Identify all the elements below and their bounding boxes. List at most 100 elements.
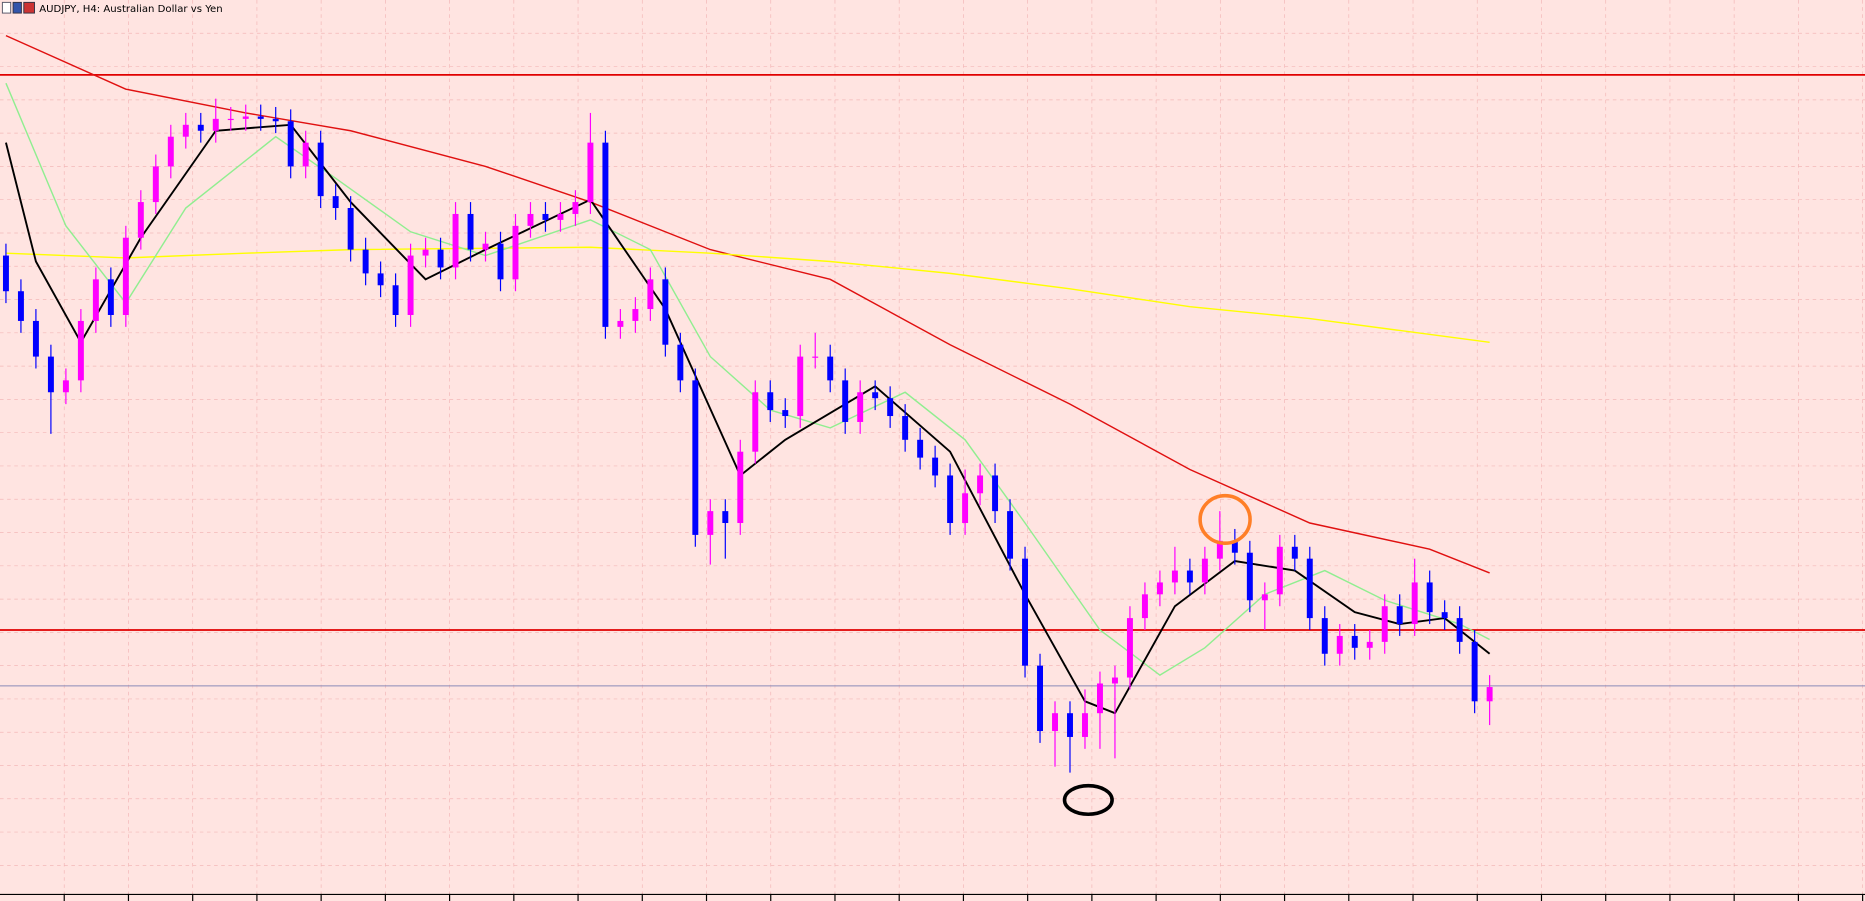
candle-body (497, 243, 504, 280)
candle-body (1426, 582, 1433, 613)
candle-body (92, 279, 99, 321)
candle-body (1396, 606, 1403, 625)
candle-body (842, 380, 849, 422)
candle-body (1156, 582, 1163, 595)
candle-body (1216, 540, 1223, 559)
candle-body (1381, 606, 1388, 642)
candle-body (932, 457, 939, 476)
candle-body (77, 320, 84, 381)
candle-body (182, 124, 189, 137)
chart-header: AUDJPY, H4: Australian Dollar vs Yen (1, 1, 223, 15)
candle-body (677, 344, 684, 381)
candle-body (47, 356, 54, 393)
icon (12, 1, 22, 14)
candle-body (1171, 570, 1178, 583)
candle-body (107, 279, 114, 315)
candle-body (242, 116, 249, 119)
candle-body (1111, 677, 1118, 684)
candle-body (572, 202, 579, 214)
candle-body (917, 439, 924, 458)
candle-body (722, 511, 729, 524)
candle-body (827, 356, 834, 381)
levels (0, 73, 1865, 687)
candle-body (1246, 552, 1253, 601)
candle-body (767, 392, 774, 411)
highlight-circle (1198, 493, 1252, 545)
candle-body (752, 392, 759, 452)
ma-line (5, 35, 1490, 574)
candle-body (947, 475, 954, 524)
icon (1, 1, 12, 14)
chart-title: AUDJPY, H4: Australian Dollar vs Yen (39, 4, 222, 15)
candle-body (137, 202, 144, 238)
candle-body (167, 136, 174, 167)
candle-body (1336, 635, 1343, 654)
candle-body (2, 255, 9, 292)
candle-body (1067, 713, 1073, 737)
candle-body (17, 291, 24, 321)
candle-body (737, 451, 744, 524)
candle-body (407, 255, 414, 315)
candle-body (197, 124, 204, 131)
candle-body (227, 118, 234, 121)
candle-body (557, 213, 564, 220)
candle-body (1276, 546, 1283, 595)
candle-body (857, 392, 864, 422)
icon (23, 1, 35, 14)
candle-body (347, 208, 354, 250)
candle-body (1037, 665, 1043, 732)
candle-body (272, 118, 279, 122)
candle-body (797, 356, 804, 417)
candle-body (302, 142, 309, 167)
candle-body (692, 380, 699, 535)
candle-body (467, 213, 474, 250)
candle-body (1411, 582, 1418, 625)
candle-body (632, 309, 639, 321)
ma-line (5, 246, 1490, 344)
candles (2, 98, 1493, 773)
candle-body (1052, 713, 1058, 732)
candle-body (32, 320, 39, 357)
candle-body (437, 249, 444, 268)
candle-body (362, 249, 369, 274)
candle-body (1291, 546, 1298, 559)
candle-body (812, 356, 819, 358)
candle-body (1022, 558, 1029, 666)
candle-body (122, 237, 129, 315)
candle-body (662, 279, 669, 345)
candle-body (902, 416, 909, 440)
candle-body (992, 475, 999, 512)
candle-body (1007, 511, 1014, 559)
candle-body (1096, 683, 1103, 714)
candle-body (617, 320, 624, 327)
candle-body (782, 410, 789, 417)
candle-body (1471, 641, 1478, 702)
candle-body (422, 249, 429, 256)
candle-body (1321, 618, 1328, 654)
candle-body (1186, 570, 1193, 583)
candle-body (527, 213, 534, 226)
candle-body (587, 142, 594, 203)
candle-body (287, 121, 294, 167)
candle-body (377, 273, 384, 286)
candle-body (212, 118, 219, 131)
candle-body (1441, 612, 1448, 619)
candle-body (62, 380, 69, 393)
candle-body (332, 196, 339, 209)
candle-body (1141, 594, 1148, 619)
candle-body (1261, 594, 1268, 601)
candle-body (1126, 618, 1133, 678)
candle-body (392, 285, 399, 315)
highlight-circle (1062, 783, 1114, 817)
candle-body (977, 475, 984, 494)
candle-body (1366, 641, 1373, 648)
candle-body (452, 213, 459, 268)
candle-body (887, 398, 894, 417)
candle-body (647, 279, 654, 310)
candle-body (257, 116, 264, 119)
candle-body (1486, 687, 1493, 702)
candle-body (1082, 713, 1088, 737)
